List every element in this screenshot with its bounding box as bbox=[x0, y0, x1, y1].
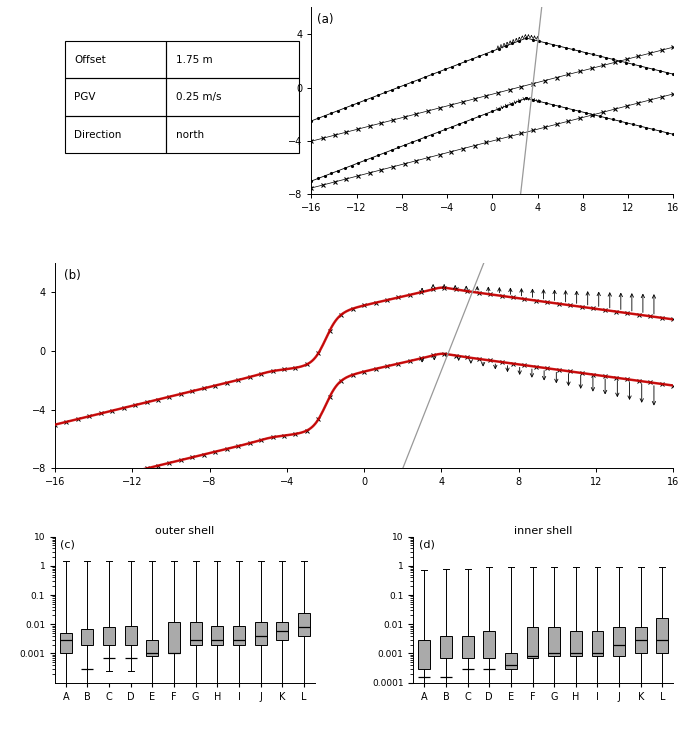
PathPatch shape bbox=[527, 627, 539, 658]
Text: north: north bbox=[176, 130, 204, 139]
Text: (a): (a) bbox=[317, 13, 333, 26]
PathPatch shape bbox=[462, 636, 473, 658]
PathPatch shape bbox=[212, 625, 223, 644]
PathPatch shape bbox=[103, 627, 115, 644]
PathPatch shape bbox=[276, 622, 289, 639]
Bar bbox=[166, 41, 299, 79]
PathPatch shape bbox=[82, 629, 93, 644]
Text: (d): (d) bbox=[418, 539, 435, 550]
Bar bbox=[65, 41, 166, 79]
PathPatch shape bbox=[657, 618, 668, 653]
Bar bbox=[166, 79, 299, 116]
PathPatch shape bbox=[255, 622, 267, 644]
PathPatch shape bbox=[233, 625, 245, 644]
PathPatch shape bbox=[440, 636, 452, 658]
PathPatch shape bbox=[60, 633, 71, 653]
Text: Offset: Offset bbox=[74, 55, 106, 65]
Text: 1.75 m: 1.75 m bbox=[176, 55, 212, 65]
PathPatch shape bbox=[635, 627, 646, 653]
Bar bbox=[65, 116, 166, 153]
Title: inner shell: inner shell bbox=[514, 526, 572, 536]
PathPatch shape bbox=[298, 613, 310, 636]
Title: outer shell: outer shell bbox=[155, 526, 214, 536]
PathPatch shape bbox=[190, 622, 201, 644]
PathPatch shape bbox=[613, 627, 625, 656]
Text: Direction: Direction bbox=[74, 130, 122, 139]
PathPatch shape bbox=[505, 653, 517, 669]
PathPatch shape bbox=[483, 631, 495, 658]
Text: 0.25 m/s: 0.25 m/s bbox=[176, 92, 221, 102]
PathPatch shape bbox=[548, 627, 560, 656]
PathPatch shape bbox=[125, 625, 137, 644]
Bar bbox=[166, 116, 299, 153]
PathPatch shape bbox=[592, 631, 603, 656]
PathPatch shape bbox=[570, 631, 582, 656]
PathPatch shape bbox=[146, 639, 158, 656]
Bar bbox=[65, 79, 166, 116]
PathPatch shape bbox=[418, 639, 430, 669]
PathPatch shape bbox=[168, 622, 180, 653]
Text: PGV: PGV bbox=[74, 92, 95, 102]
Text: (c): (c) bbox=[60, 539, 75, 550]
Text: (b): (b) bbox=[65, 269, 81, 282]
